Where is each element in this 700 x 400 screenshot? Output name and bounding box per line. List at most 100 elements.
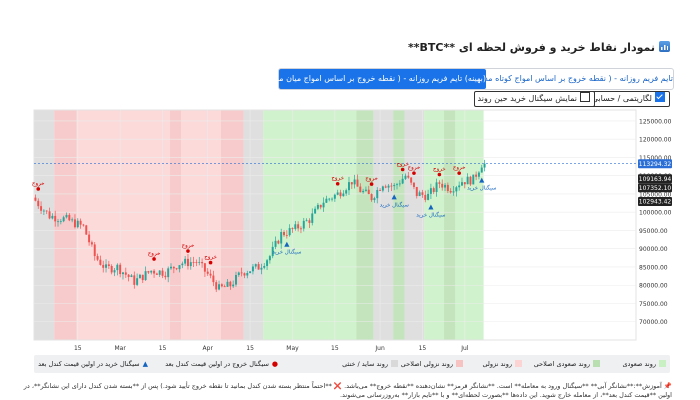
exit-signal-dot[interactable] [186, 249, 190, 253]
y-tick-label: 105000.00 [639, 191, 672, 198]
candle-body [455, 187, 458, 192]
candle-body [427, 193, 430, 200]
candle-body [480, 167, 483, 173]
exit-signal-dot[interactable] [152, 257, 156, 261]
buy-signal-label: سیگنال خرید [467, 185, 497, 192]
candle-body [124, 272, 127, 275]
candle-body [201, 261, 204, 264]
candle-body [218, 284, 221, 290]
candle-body [463, 182, 466, 185]
candle-body [73, 219, 76, 228]
tab-mid-term[interactable]: (بهینه) تایم فریم روزانه - ( نقطه خروج ب… [264, 69, 486, 89]
legend-label: روند صعودی [622, 360, 656, 368]
candle-body [206, 271, 209, 274]
candle-body [144, 271, 147, 281]
y-tick-label: 95000.00 [639, 228, 668, 235]
candle-body [257, 264, 260, 270]
candle-body [54, 215, 57, 222]
y-tick-label: 120000.00 [639, 137, 672, 144]
candle-body [384, 186, 387, 188]
buy-signal-marker[interactable] [428, 204, 434, 210]
candle-body [458, 185, 461, 188]
exit-signal-dot[interactable] [369, 182, 374, 186]
candle-body [336, 192, 339, 195]
exit-signal-label: خروج [433, 167, 446, 173]
y-tick-label: 80000.00 [639, 283, 668, 290]
trend-band-weak-up [444, 110, 456, 340]
candle-body [59, 221, 62, 223]
candle-body [192, 262, 195, 263]
candle-body [398, 183, 401, 185]
candle-body [387, 185, 390, 188]
legend-swatch [593, 360, 600, 367]
candle-body [396, 184, 399, 186]
candle-body [288, 228, 291, 236]
exit-signal-dot[interactable] [36, 187, 41, 191]
legend-label: روند نزولی اصلاحی [400, 360, 453, 368]
exit-signal-dot[interactable] [400, 167, 405, 172]
chart-legend: روند صعودی روند صعودی اصلاحی روند نزولی رون… [34, 355, 670, 373]
exit-signal-dot[interactable] [457, 171, 461, 175]
trend-band-weak-up [393, 110, 405, 340]
exit-signal-dot[interactable] [437, 172, 442, 177]
candle-body [141, 274, 144, 281]
candle-body [452, 191, 455, 193]
candle-body [274, 240, 277, 247]
candle-body [48, 211, 51, 219]
buy-signal-marker[interactable] [284, 241, 290, 247]
exit-signal-dot[interactable] [412, 171, 416, 175]
candle-body [90, 242, 93, 245]
x-tick-label: 15 [246, 345, 254, 352]
show-signals-toggle[interactable]: نمایش سیگنال خرید حین روند [473, 91, 595, 107]
exit-signal-dot[interactable] [335, 181, 340, 186]
candle-body [393, 185, 396, 187]
candle-body [243, 273, 246, 276]
buy-signal-label: سیگنال خرید [380, 201, 410, 208]
candle-body [150, 270, 153, 273]
candle-body [449, 191, 452, 193]
candle-body [82, 224, 85, 226]
exit-signal-label: خروج [204, 255, 217, 261]
candle-body [418, 192, 421, 197]
exit-signal-dot[interactable] [208, 260, 213, 265]
buy-signal-marker[interactable] [479, 177, 485, 183]
candle-body [376, 190, 379, 199]
legend-item: ●سیگنال خروج در اولین قیمت کندل بعد [165, 355, 278, 373]
candle-body [251, 266, 254, 272]
candle-body [390, 185, 393, 187]
candle-body [412, 182, 415, 187]
log-scale-checkbox[interactable] [655, 92, 665, 102]
candle-body [333, 194, 336, 199]
candle-body [277, 240, 280, 244]
trend-band-sideways [243, 110, 264, 340]
candle-body [438, 182, 441, 184]
candle-body [362, 190, 365, 193]
candle-body [359, 186, 362, 193]
candle-body [102, 264, 105, 268]
candle-body [381, 186, 384, 191]
candle-body [302, 220, 305, 229]
candle-body [249, 271, 252, 274]
y-tick-label: 115000.00 [639, 155, 672, 162]
candle-body [364, 189, 367, 191]
price-tag-value: 109163.94 [639, 176, 672, 183]
candle-body [271, 246, 274, 257]
show-signals-checkbox[interactable] [580, 92, 590, 102]
y-tick-label: 85000.00 [639, 264, 668, 271]
candle-body [153, 270, 156, 274]
candle-body [155, 273, 158, 275]
y-tick-label: 100000.00 [639, 210, 672, 217]
candle-body [299, 228, 302, 230]
candle-body [410, 177, 413, 183]
pin-icon: 📌 [663, 382, 672, 390]
buy-signal-marker[interactable] [391, 194, 397, 200]
candle-body [68, 214, 71, 221]
exit-dot-icon: ● [271, 360, 278, 368]
candle-body [186, 258, 189, 267]
candle-body [209, 273, 212, 276]
tab-short-term[interactable]: تایم فریم روزانه - ( نقطه خروج بر اساس ا… [473, 74, 673, 83]
exit-signal-label: خروج [396, 162, 409, 168]
exit-signal-label: خروج [148, 251, 161, 257]
candle-body [234, 274, 237, 285]
